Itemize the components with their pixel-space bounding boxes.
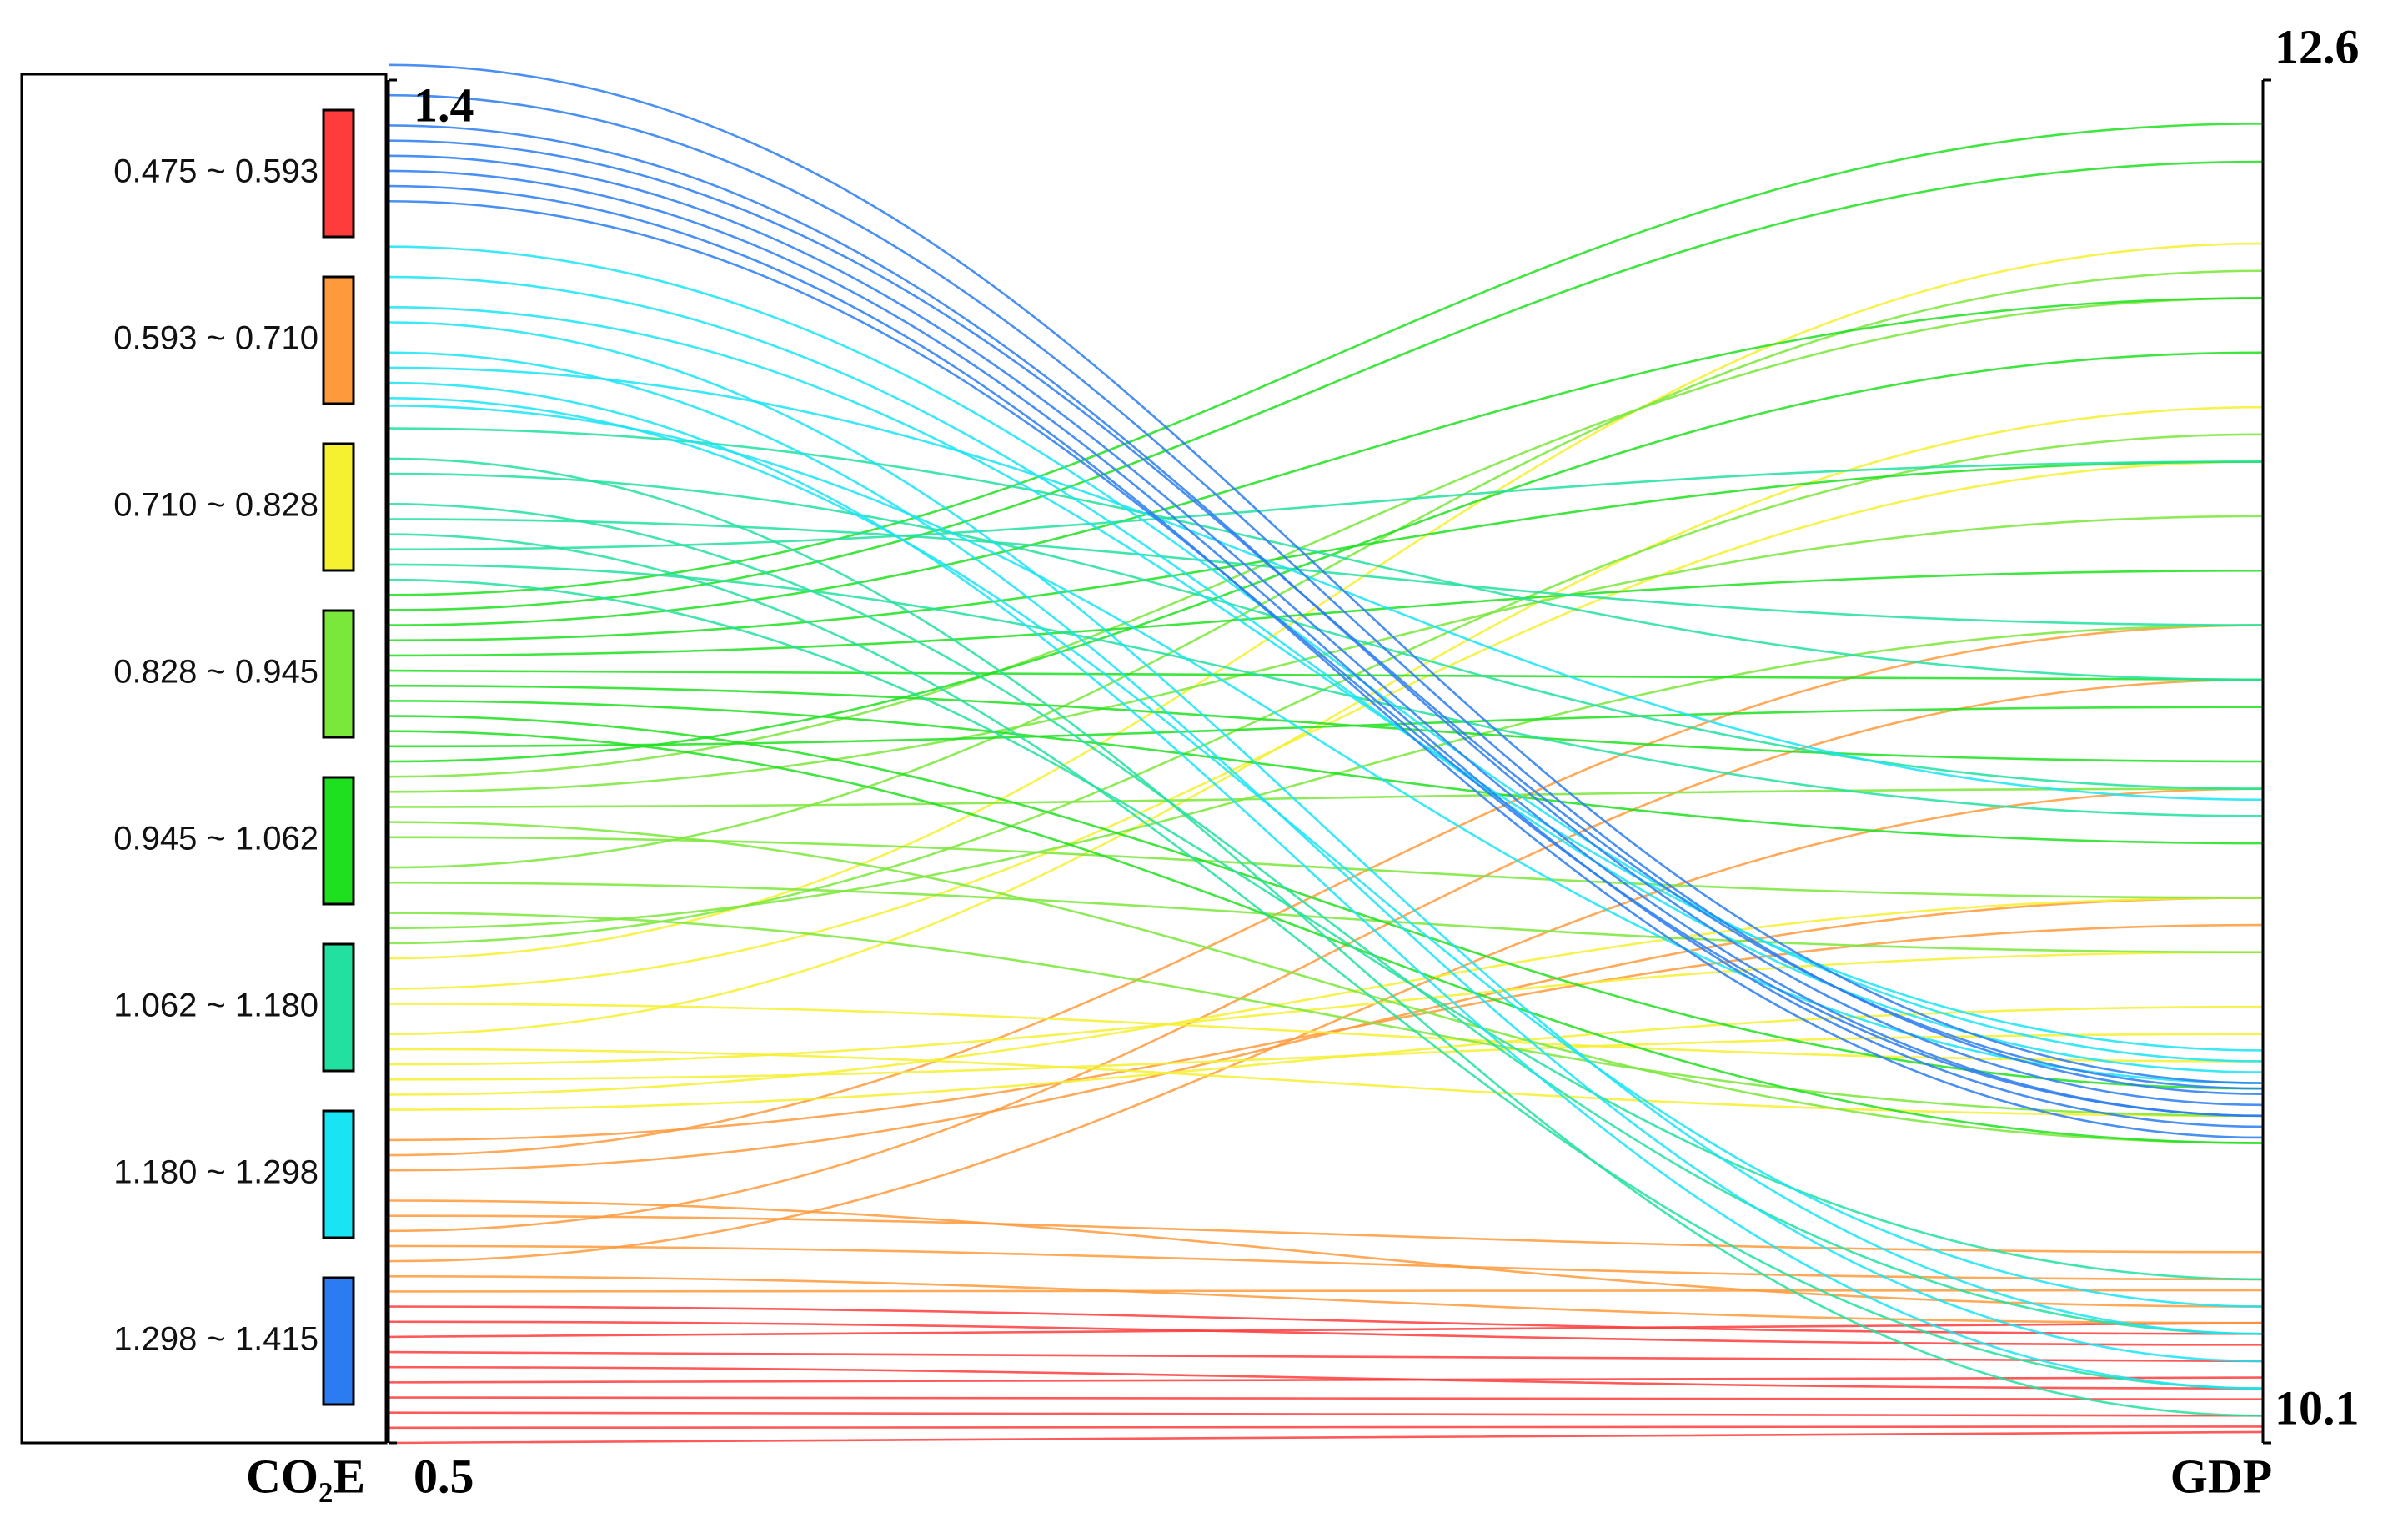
legend-label: 0.945 ~ 1.062	[113, 821, 319, 857]
legend-label: 1.298 ~ 1.415	[113, 1321, 319, 1358]
data-line	[388, 242, 2264, 960]
legend-swatch	[322, 942, 355, 1073]
data-line	[388, 624, 2264, 1157]
data-line	[388, 533, 2264, 1390]
axis-tick-label: 0.5	[414, 1449, 474, 1503]
data-line	[388, 912, 2264, 1118]
legend-label: 0.828 ~ 0.945	[113, 654, 319, 691]
data-line	[388, 578, 2264, 1281]
legend-label: 1.180 ~ 1.298	[113, 1154, 319, 1191]
axis-label: GDP	[2170, 1449, 2272, 1503]
data-line	[388, 297, 2264, 778]
data-line	[388, 1274, 2264, 1324]
data-line	[388, 1033, 2264, 1081]
data-line	[388, 269, 2264, 869]
data-line	[388, 836, 2264, 899]
legend-swatch	[322, 776, 355, 906]
data-line	[388, 706, 2264, 748]
data-line	[388, 457, 2264, 1417]
data-line	[388, 624, 2264, 930]
legend-label: 0.710 ~ 0.828	[113, 487, 319, 524]
data-line	[388, 460, 2264, 642]
data-line	[388, 1321, 2264, 1339]
data-line	[388, 1244, 2264, 1281]
data-line	[388, 1289, 2264, 1293]
data-line	[388, 1376, 2264, 1384]
axis-tick-label: 10.1	[2275, 1380, 2360, 1435]
legend-swatch	[322, 275, 355, 405]
data-line	[388, 1005, 2264, 1111]
data-line	[388, 396, 2264, 1308]
data-line	[388, 199, 2264, 1118]
data-line	[388, 897, 2264, 1096]
data-line	[388, 472, 2264, 790]
data-line	[388, 351, 2264, 763]
data-line	[388, 460, 2264, 990]
data-line	[388, 366, 2264, 802]
data-line	[388, 122, 2264, 596]
data-line	[388, 427, 2264, 681]
data-line	[388, 1365, 2264, 1390]
axis-tick-label: 12.6	[2275, 19, 2360, 73]
data-line	[388, 1411, 2264, 1417]
data-line	[388, 821, 2264, 1144]
data-line	[388, 563, 2264, 817]
legend-label: 0.593 ~ 0.710	[113, 320, 319, 357]
data-line	[388, 306, 2264, 1052]
data-line	[388, 351, 2264, 1363]
data-line	[388, 787, 2264, 1263]
data-line	[388, 139, 2264, 1090]
legend-swatch	[322, 1276, 355, 1406]
legend-swatch	[322, 1109, 355, 1239]
data-line	[388, 951, 2264, 1066]
data-line	[388, 169, 2264, 1128]
data-line	[388, 678, 2264, 1233]
data-line	[388, 405, 2264, 1036]
data-line	[388, 684, 2264, 763]
data-line	[388, 275, 2264, 1073]
axis-tick-label: 1.4	[414, 78, 474, 132]
data-line	[388, 1396, 2264, 1401]
legend-swatch	[322, 108, 355, 239]
legend-label: 0.475 ~ 0.593	[113, 153, 319, 190]
data-line	[388, 1048, 2264, 1118]
data-line	[388, 1305, 2264, 1335]
axis-label: CO₂E	[246, 1449, 365, 1503]
data-line	[388, 787, 2264, 808]
data-line	[388, 1320, 2264, 1346]
legend-swatch	[322, 442, 355, 572]
data-line	[388, 1199, 2264, 1308]
data-line	[388, 881, 2264, 954]
data-line	[388, 1430, 2264, 1445]
data-line	[388, 503, 2264, 1335]
data-line	[388, 405, 2264, 1084]
data-line	[388, 321, 2264, 1335]
data-line	[388, 93, 2264, 1095]
data-line	[388, 297, 2264, 626]
data-line	[388, 1350, 2264, 1363]
data-line	[388, 154, 2264, 1118]
data-line	[388, 381, 2264, 1390]
legend-swatch	[322, 609, 355, 739]
data-line	[388, 184, 2264, 1139]
overlay: 0.5 1.4 10.1 12.6 CO₂E GDP 0.475 ~ 0.593 0.593 …	[113, 19, 2359, 1503]
data-line	[388, 897, 2264, 1172]
lines	[388, 63, 2264, 1445]
data-line	[388, 245, 2264, 1063]
data-line	[388, 715, 2264, 1090]
data-line	[388, 460, 2264, 551]
data-line	[388, 569, 2264, 657]
data-line	[388, 63, 2264, 1084]
legend-label: 1.062 ~ 1.180	[113, 988, 319, 1024]
data-line	[388, 518, 2264, 626]
data-line	[388, 1425, 2264, 1430]
data-line	[388, 700, 2264, 845]
